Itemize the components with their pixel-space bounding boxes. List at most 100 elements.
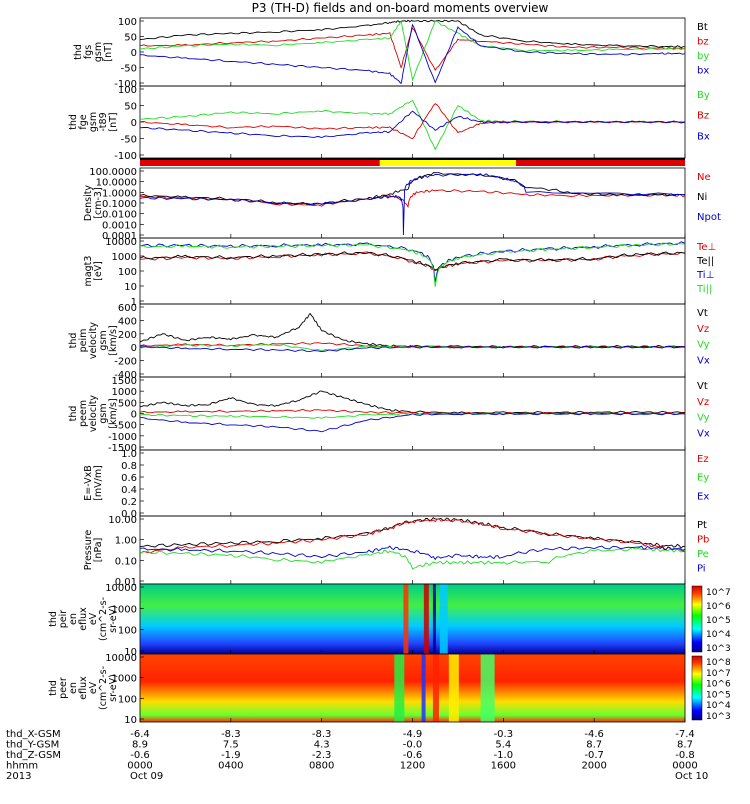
legend-entry: Pe — [697, 549, 709, 560]
y-axis-label: thd — [68, 333, 79, 349]
panel-frame — [139, 449, 686, 517]
series-Bz — [139, 103, 685, 140]
panel-8: 10.00 1.00 0.10 0.01 Pressure [nPa] Pt Pb Pe Pi — [83, 515, 709, 588]
y-axis-label: velocity — [88, 395, 99, 433]
x-axis-value: -4.6 — [584, 729, 604, 740]
y-tick-label: 100 — [118, 85, 137, 96]
y-axis-label: eflux — [78, 676, 89, 700]
legend-entry: Ni — [697, 192, 707, 203]
spectrogram-streak — [448, 654, 459, 722]
y-tick-label: 100.0000 — [89, 167, 137, 178]
legend-entry: Ti|| — [696, 284, 712, 295]
y-axis-label: eV — [88, 681, 99, 694]
colorbar — [691, 585, 703, 653]
series-bx — [139, 23, 686, 85]
y-tick-label: 1000 — [112, 674, 137, 685]
y-axis-label: thd — [48, 611, 59, 627]
colorbar-tick: 10^4 — [706, 701, 731, 711]
y-tick-label: 0 — [131, 118, 137, 129]
y-axis-label: [km/s] — [108, 325, 119, 355]
y-axis-label: velocity — [88, 322, 99, 360]
x-axis-value: -0.8 — [675, 750, 695, 761]
x-axis-row-label: thd_X-GSM — [6, 729, 61, 740]
series-Vy — [139, 344, 686, 352]
legend-entry: Vy — [697, 413, 710, 424]
series-Ne — [140, 189, 686, 209]
legend-entry: Vz — [697, 397, 709, 408]
panel-2: 100 50 0 -50 -100 thd fge gsm -t89 [nT] By Bz Bx — [68, 85, 710, 162]
y-tick-label: 50 — [124, 33, 137, 44]
x-axis-value: -8.3 — [221, 729, 241, 740]
x-axis-value: -0.3 — [494, 729, 514, 740]
legend-entry: Npot — [697, 212, 721, 223]
y-tick-label: 0.0100 — [102, 210, 137, 221]
x-axis-value: -4.9 — [403, 729, 423, 740]
y-axis-label: -t89 — [98, 112, 109, 131]
y-axis-label: peer — [58, 677, 69, 699]
series-Npot — [139, 173, 686, 236]
spectrogram-streak — [480, 654, 495, 722]
series-Pi — [139, 545, 686, 561]
legend-entry: bx — [697, 66, 709, 77]
y-axis-label: magt3 — [83, 256, 94, 287]
y-tick-label: 1 — [131, 297, 137, 308]
x-axis-value: -6.4 — [130, 729, 150, 740]
series-Vx — [139, 412, 686, 433]
spectrogram-streak — [423, 584, 429, 654]
y-axis-label: peim — [78, 329, 89, 353]
y-tick-label: -400 — [114, 370, 137, 381]
y-tick-label: -200 — [114, 357, 137, 368]
y-axis-label: en — [68, 682, 79, 694]
legend-entry: Pi — [697, 564, 706, 575]
x-axis-value: 2000 — [581, 761, 606, 772]
y-axis-label: [km/s] — [108, 398, 119, 428]
y-tick-label: -100 — [114, 79, 137, 90]
y-axis-label: gsm — [98, 403, 109, 423]
x-axis-value: -0.6 — [130, 750, 150, 761]
legend-entry: Pt — [697, 520, 707, 531]
legend-entry: Ex — [697, 491, 709, 502]
colorbar-tick: 10^3 — [706, 644, 731, 654]
colorbar-tick: 10^7 — [706, 669, 731, 679]
legend-entry: Bt — [697, 22, 708, 33]
y-axis-label: Pressure — [83, 530, 94, 571]
spectrogram-streak — [439, 584, 448, 654]
spectrogram — [140, 654, 685, 722]
colorbar — [691, 655, 703, 721]
y-tick-label: 10000 — [105, 583, 137, 594]
y-tick-label: 10000 — [105, 237, 137, 248]
legend-entry: Vz — [697, 324, 709, 335]
x-axis-row-label: 2013 — [6, 771, 31, 782]
series-Te⊥ — [139, 251, 686, 272]
x-axis-row-label: hhmm — [6, 761, 38, 772]
y-tick-label: -1000 — [108, 432, 137, 443]
y-tick-label: 500 — [118, 398, 137, 409]
legend-entry: By — [697, 90, 710, 101]
y-axis-label: thd — [68, 114, 79, 130]
panel-5: 600 400 200 0 -200 -400 thd peim velocity gsm [km/… — [68, 303, 710, 381]
colorbar-tick: 10^5 — [706, 616, 731, 626]
y-axis-label: [nT] — [103, 42, 114, 61]
y-tick-label: 0.2 — [121, 497, 137, 508]
y-tick-label: 200 — [118, 330, 137, 341]
x-axis-value: 8.7 — [586, 740, 602, 751]
y-axis-label: [cm-3] — [93, 187, 104, 218]
y-axis-label: [nPa] — [93, 538, 104, 563]
series-by — [139, 20, 686, 82]
y-tick-label: 0.0001 — [102, 231, 137, 242]
status-bar — [140, 158, 685, 166]
x-axis-value: 0000 — [127, 761, 152, 772]
y-tick-label: -100 — [114, 151, 137, 162]
x-axis-row-label: thd_Z-GSM — [6, 750, 61, 761]
series-bz — [139, 27, 686, 71]
y-axis-label: (cm^2-s- — [98, 597, 109, 641]
y-tick-label: 0.6 — [121, 473, 137, 484]
x-axis-value: 7.5 — [223, 740, 239, 751]
x-axis-value: Oct 10 — [675, 771, 708, 782]
y-axis-label: gsm — [88, 112, 99, 132]
x-axis-value: 1600 — [491, 761, 516, 772]
y-axis-label: sr-eV) — [108, 674, 119, 702]
legend-entry: Vx — [697, 428, 710, 439]
y-axis-label: eflux — [78, 607, 89, 631]
